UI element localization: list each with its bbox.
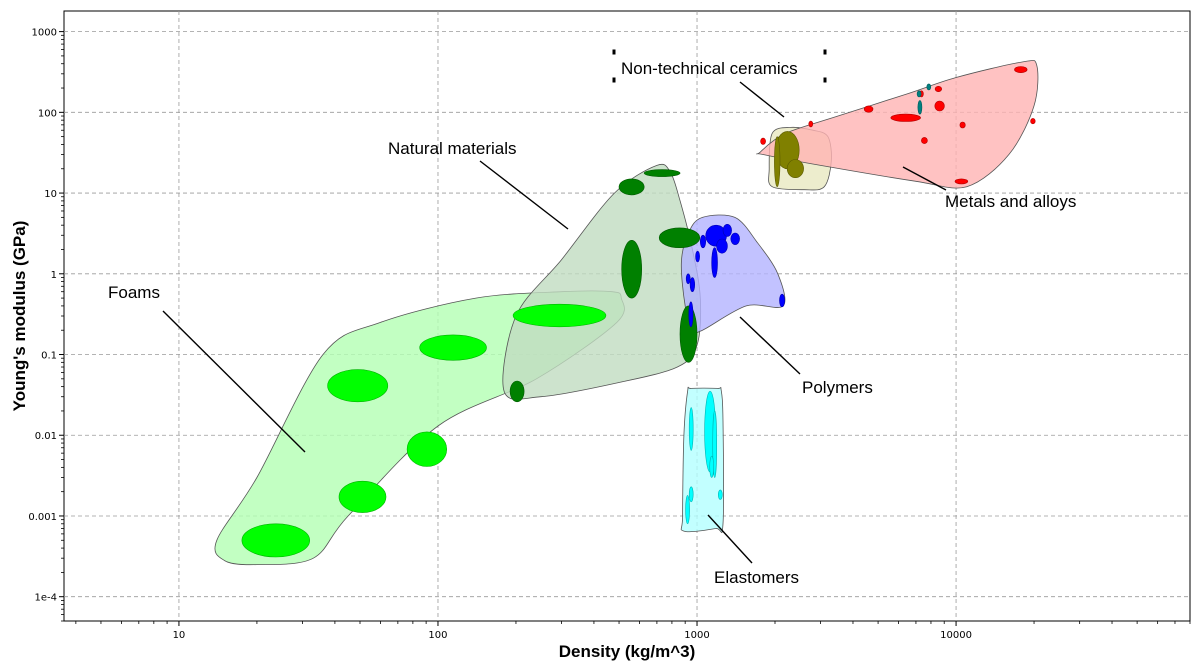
y-tick-label: 0.001 [28,512,57,523]
material-bubble-elastomers [688,407,694,451]
y-tick-labels: 1e-4 0.001 0.01 0.1 1 10 100 1000 [28,28,57,604]
y-tick-label: 1e-4 [35,593,58,604]
material-bubble-elastomers [717,489,723,500]
y-tick-label: 0.1 [41,351,57,362]
label-non-technical-ceramics: Non-technical ceramics [621,59,798,78]
material-bubble-polymers [722,223,732,237]
material-bubble-polymers [699,234,706,249]
label-selection-handle [823,49,827,55]
label-metals-and-alloys: Metals and alloys [945,192,1076,211]
material-bubble-foams [338,480,387,513]
material-bubble-foams [327,369,389,403]
material-bubble-non-technical-ceramics [786,159,804,179]
x-tick-label: 1000 [684,630,709,641]
y-tick-label: 10 [44,189,57,200]
material-bubble-metals-and-alloys [1030,118,1036,125]
material-bubble-natural-materials [621,240,643,299]
material-bubble-metals-and-alloys [1014,66,1028,73]
material-bubble-metals-and-alloys [959,121,966,129]
material-bubble-natural-materials [679,305,698,363]
x-tick-label: 100 [428,630,447,641]
material-bubble-foams [512,303,607,328]
material-bubble-metals-and-alloys [808,120,814,128]
label-selection-handle [612,77,616,83]
material-bubble-elastomers [685,495,690,525]
x-tick-label: 10 [173,630,186,641]
material-bubble-polymers [688,301,694,328]
material-bubble [917,100,923,115]
material-bubble-natural-materials [618,178,645,196]
material-bubble-polymers [716,238,728,254]
material-bubble-polymers [695,250,700,263]
material-bubble [926,83,932,91]
material-bubble-foams [241,523,310,558]
label-selection-handle [823,77,827,83]
label-foams: Foams [108,283,160,302]
label-polymers: Polymers [802,378,873,397]
label-elastomers: Elastomers [714,568,799,587]
material-bubble-metals-and-alloys [890,113,921,122]
material-bubble-polymers [779,293,785,308]
label-natural-materials: Natural materials [388,139,517,158]
leader-foams [162,310,306,453]
leader-natural-materials [479,160,569,230]
material-bubble-natural-materials [658,227,701,249]
y-tick-label: 1000 [32,28,57,39]
x-tick-labels: 10 100 1000 10000 [173,630,972,641]
y-axis-title: Young's modulus (GPa) [10,221,29,412]
y-tick-label: 1 [51,270,57,281]
material-bubble-metals-and-alloys [934,100,945,112]
material-bubble-polymers [711,247,718,278]
leader-metals-and-alloys [902,166,947,191]
material-bubble-polymers [685,273,691,285]
material-bubble-foams [419,334,487,361]
material-bubble-elastomers [709,455,715,478]
material-bubble-metals-and-alloys [863,105,874,113]
leader-non-technical-ceramics [739,81,785,118]
x-axis-title: Density (kg/m^3) [559,642,696,661]
envelope-metals-and-alloys [756,60,1039,189]
material-bubble [916,90,922,98]
material-bubble-polymers [730,232,740,245]
label-selection-handle [612,49,616,55]
callout-labels: Foams Natural materials Polymers Elastomers… [108,49,1076,587]
material-bubble-metals-and-alloys [921,137,928,144]
material-bubble-metals-and-alloys [934,86,943,93]
material-bubble-foams [406,431,448,467]
material-bubble-metals-and-alloys [760,137,766,145]
callout-leader-lines [162,81,947,564]
material-bubble-polymers [689,277,696,292]
envelope-natural-materials [502,163,702,400]
y-tick-label: 0.01 [35,431,57,442]
material-bubble-non-technical-ceramics [774,136,781,187]
leader-polymers [739,316,801,375]
family-envelopes [214,60,1039,566]
leader-elastomers [707,514,753,564]
envelope-polymers [680,214,786,334]
material-bubble-natural-materials [509,380,525,403]
material-bubble-natural-materials [643,169,681,177]
material-bubble-elastomers [688,486,694,503]
material-bubbles [241,66,1036,558]
y-tick-label: 100 [38,108,57,119]
material-bubble-metals-and-alloys [954,178,969,185]
x-tick-label: 10000 [940,630,972,641]
